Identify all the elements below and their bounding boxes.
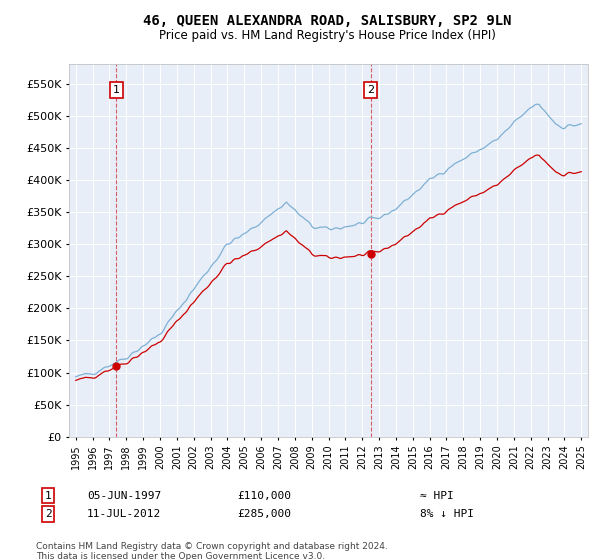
Text: £110,000: £110,000 [237,491,291,501]
Text: 2: 2 [44,509,52,519]
Text: 1: 1 [44,491,52,501]
Text: Price paid vs. HM Land Registry's House Price Index (HPI): Price paid vs. HM Land Registry's House … [158,29,496,42]
Text: 1: 1 [113,85,120,95]
Text: 2: 2 [367,85,374,95]
Text: ≈ HPI: ≈ HPI [420,491,454,501]
Text: 11-JUL-2012: 11-JUL-2012 [87,509,161,519]
Text: 46, QUEEN ALEXANDRA ROAD, SALISBURY, SP2 9LN: 46, QUEEN ALEXANDRA ROAD, SALISBURY, SP2… [143,14,511,28]
Text: £285,000: £285,000 [237,509,291,519]
Text: 8% ↓ HPI: 8% ↓ HPI [420,509,474,519]
Text: Contains HM Land Registry data © Crown copyright and database right 2024.
This d: Contains HM Land Registry data © Crown c… [36,542,388,560]
Text: 05-JUN-1997: 05-JUN-1997 [87,491,161,501]
